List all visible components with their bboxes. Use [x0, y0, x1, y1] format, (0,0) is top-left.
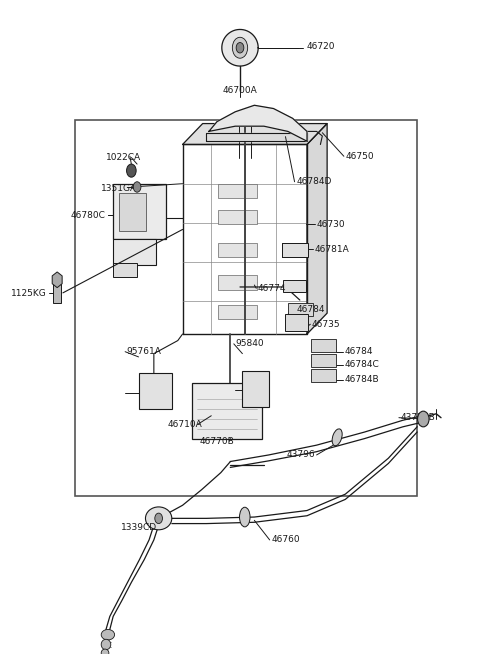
Text: 1351GA: 1351GA: [101, 184, 137, 193]
Polygon shape: [307, 124, 327, 334]
Text: 46784C: 46784C: [344, 360, 379, 369]
Text: 46710A: 46710A: [167, 420, 202, 429]
Text: 46781A: 46781A: [314, 244, 349, 253]
Circle shape: [155, 513, 162, 523]
Bar: [113, 263, 137, 276]
Text: 46735: 46735: [312, 320, 340, 329]
Polygon shape: [209, 105, 307, 141]
Circle shape: [133, 181, 141, 192]
Text: 46784: 46784: [344, 347, 373, 356]
Ellipse shape: [332, 429, 342, 446]
Bar: [53, 284, 61, 303]
Text: 1339CD: 1339CD: [121, 523, 157, 532]
Text: 46770B: 46770B: [199, 437, 234, 446]
Circle shape: [418, 411, 429, 427]
Polygon shape: [206, 133, 307, 141]
Bar: [75, 121, 417, 496]
Bar: [286, 314, 309, 331]
Text: 46750: 46750: [345, 152, 374, 160]
Ellipse shape: [101, 639, 111, 650]
Text: 46780C: 46780C: [70, 210, 105, 219]
Polygon shape: [222, 29, 258, 66]
Text: 46760: 46760: [271, 535, 300, 544]
Bar: [311, 354, 336, 367]
Text: 46784B: 46784B: [344, 375, 379, 384]
Ellipse shape: [240, 507, 250, 527]
Bar: [218, 210, 257, 224]
Bar: [311, 339, 336, 352]
Text: 46784D: 46784D: [297, 178, 332, 186]
Text: 46774: 46774: [258, 284, 286, 293]
Bar: [218, 275, 257, 290]
Circle shape: [236, 43, 244, 53]
Bar: [139, 373, 172, 409]
Bar: [218, 242, 257, 257]
Text: 1125KG: 1125KG: [11, 289, 47, 298]
Ellipse shape: [101, 629, 115, 640]
Bar: [282, 242, 309, 257]
Text: 46730: 46730: [317, 219, 345, 229]
Bar: [218, 305, 257, 319]
Text: 46700A: 46700A: [223, 86, 257, 96]
Bar: [113, 183, 166, 239]
Bar: [311, 369, 336, 383]
Text: 1022CA: 1022CA: [106, 153, 141, 162]
Bar: [242, 371, 269, 407]
Bar: [283, 280, 306, 291]
Text: 46720: 46720: [307, 42, 336, 51]
Ellipse shape: [145, 507, 172, 530]
Circle shape: [127, 164, 136, 177]
Polygon shape: [182, 124, 327, 145]
Text: 95761A: 95761A: [126, 347, 161, 356]
Text: 43796: 43796: [287, 451, 315, 459]
Text: 46784: 46784: [297, 305, 325, 314]
Bar: [192, 383, 262, 439]
Circle shape: [232, 37, 248, 58]
Bar: [288, 303, 313, 316]
Ellipse shape: [101, 649, 109, 655]
Bar: [113, 239, 156, 265]
Bar: [120, 193, 146, 231]
Bar: [218, 183, 257, 198]
Text: 95840: 95840: [235, 339, 264, 348]
Text: 43777B: 43777B: [400, 413, 435, 422]
